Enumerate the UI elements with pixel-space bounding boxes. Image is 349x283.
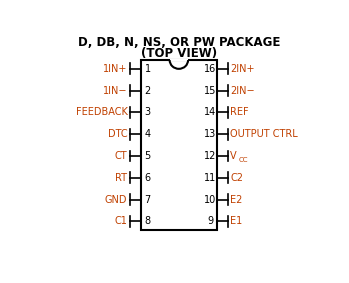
Text: 7: 7 <box>144 195 151 205</box>
Text: E2: E2 <box>230 195 243 205</box>
Text: 8: 8 <box>145 216 151 226</box>
Text: 11: 11 <box>204 173 216 183</box>
Bar <box>141 60 217 230</box>
Text: 1IN−: 1IN− <box>103 86 127 96</box>
Text: (TOP VIEW): (TOP VIEW) <box>141 47 217 60</box>
Text: 2: 2 <box>144 86 151 96</box>
Text: 2IN+: 2IN+ <box>230 64 255 74</box>
Text: DTC: DTC <box>108 129 127 139</box>
Text: 16: 16 <box>204 64 216 74</box>
Text: 3: 3 <box>145 108 151 117</box>
Text: GND: GND <box>105 195 127 205</box>
Text: C1: C1 <box>114 216 127 226</box>
Text: 9: 9 <box>207 216 213 226</box>
Text: 10: 10 <box>204 195 216 205</box>
Text: 1: 1 <box>145 64 151 74</box>
Text: 4: 4 <box>145 129 151 139</box>
Text: REF: REF <box>230 108 249 117</box>
Text: CT: CT <box>115 151 127 161</box>
Text: 12: 12 <box>204 151 216 161</box>
Text: OUTPUT CTRL: OUTPUT CTRL <box>230 129 298 139</box>
Text: RT: RT <box>116 173 127 183</box>
Text: 14: 14 <box>204 108 216 117</box>
Text: 2IN−: 2IN− <box>230 86 255 96</box>
Text: 1IN+: 1IN+ <box>103 64 127 74</box>
Text: FEEDBACK: FEEDBACK <box>76 108 127 117</box>
Text: C2: C2 <box>230 173 243 183</box>
Bar <box>170 59 188 61</box>
Text: V: V <box>230 151 237 161</box>
Text: D, DB, N, NS, OR PW PACKAGE: D, DB, N, NS, OR PW PACKAGE <box>78 36 280 49</box>
Text: E1: E1 <box>230 216 243 226</box>
Text: 6: 6 <box>145 173 151 183</box>
Text: CC: CC <box>238 157 248 163</box>
Text: 5: 5 <box>144 151 151 161</box>
Text: 15: 15 <box>204 86 216 96</box>
Text: 13: 13 <box>204 129 216 139</box>
